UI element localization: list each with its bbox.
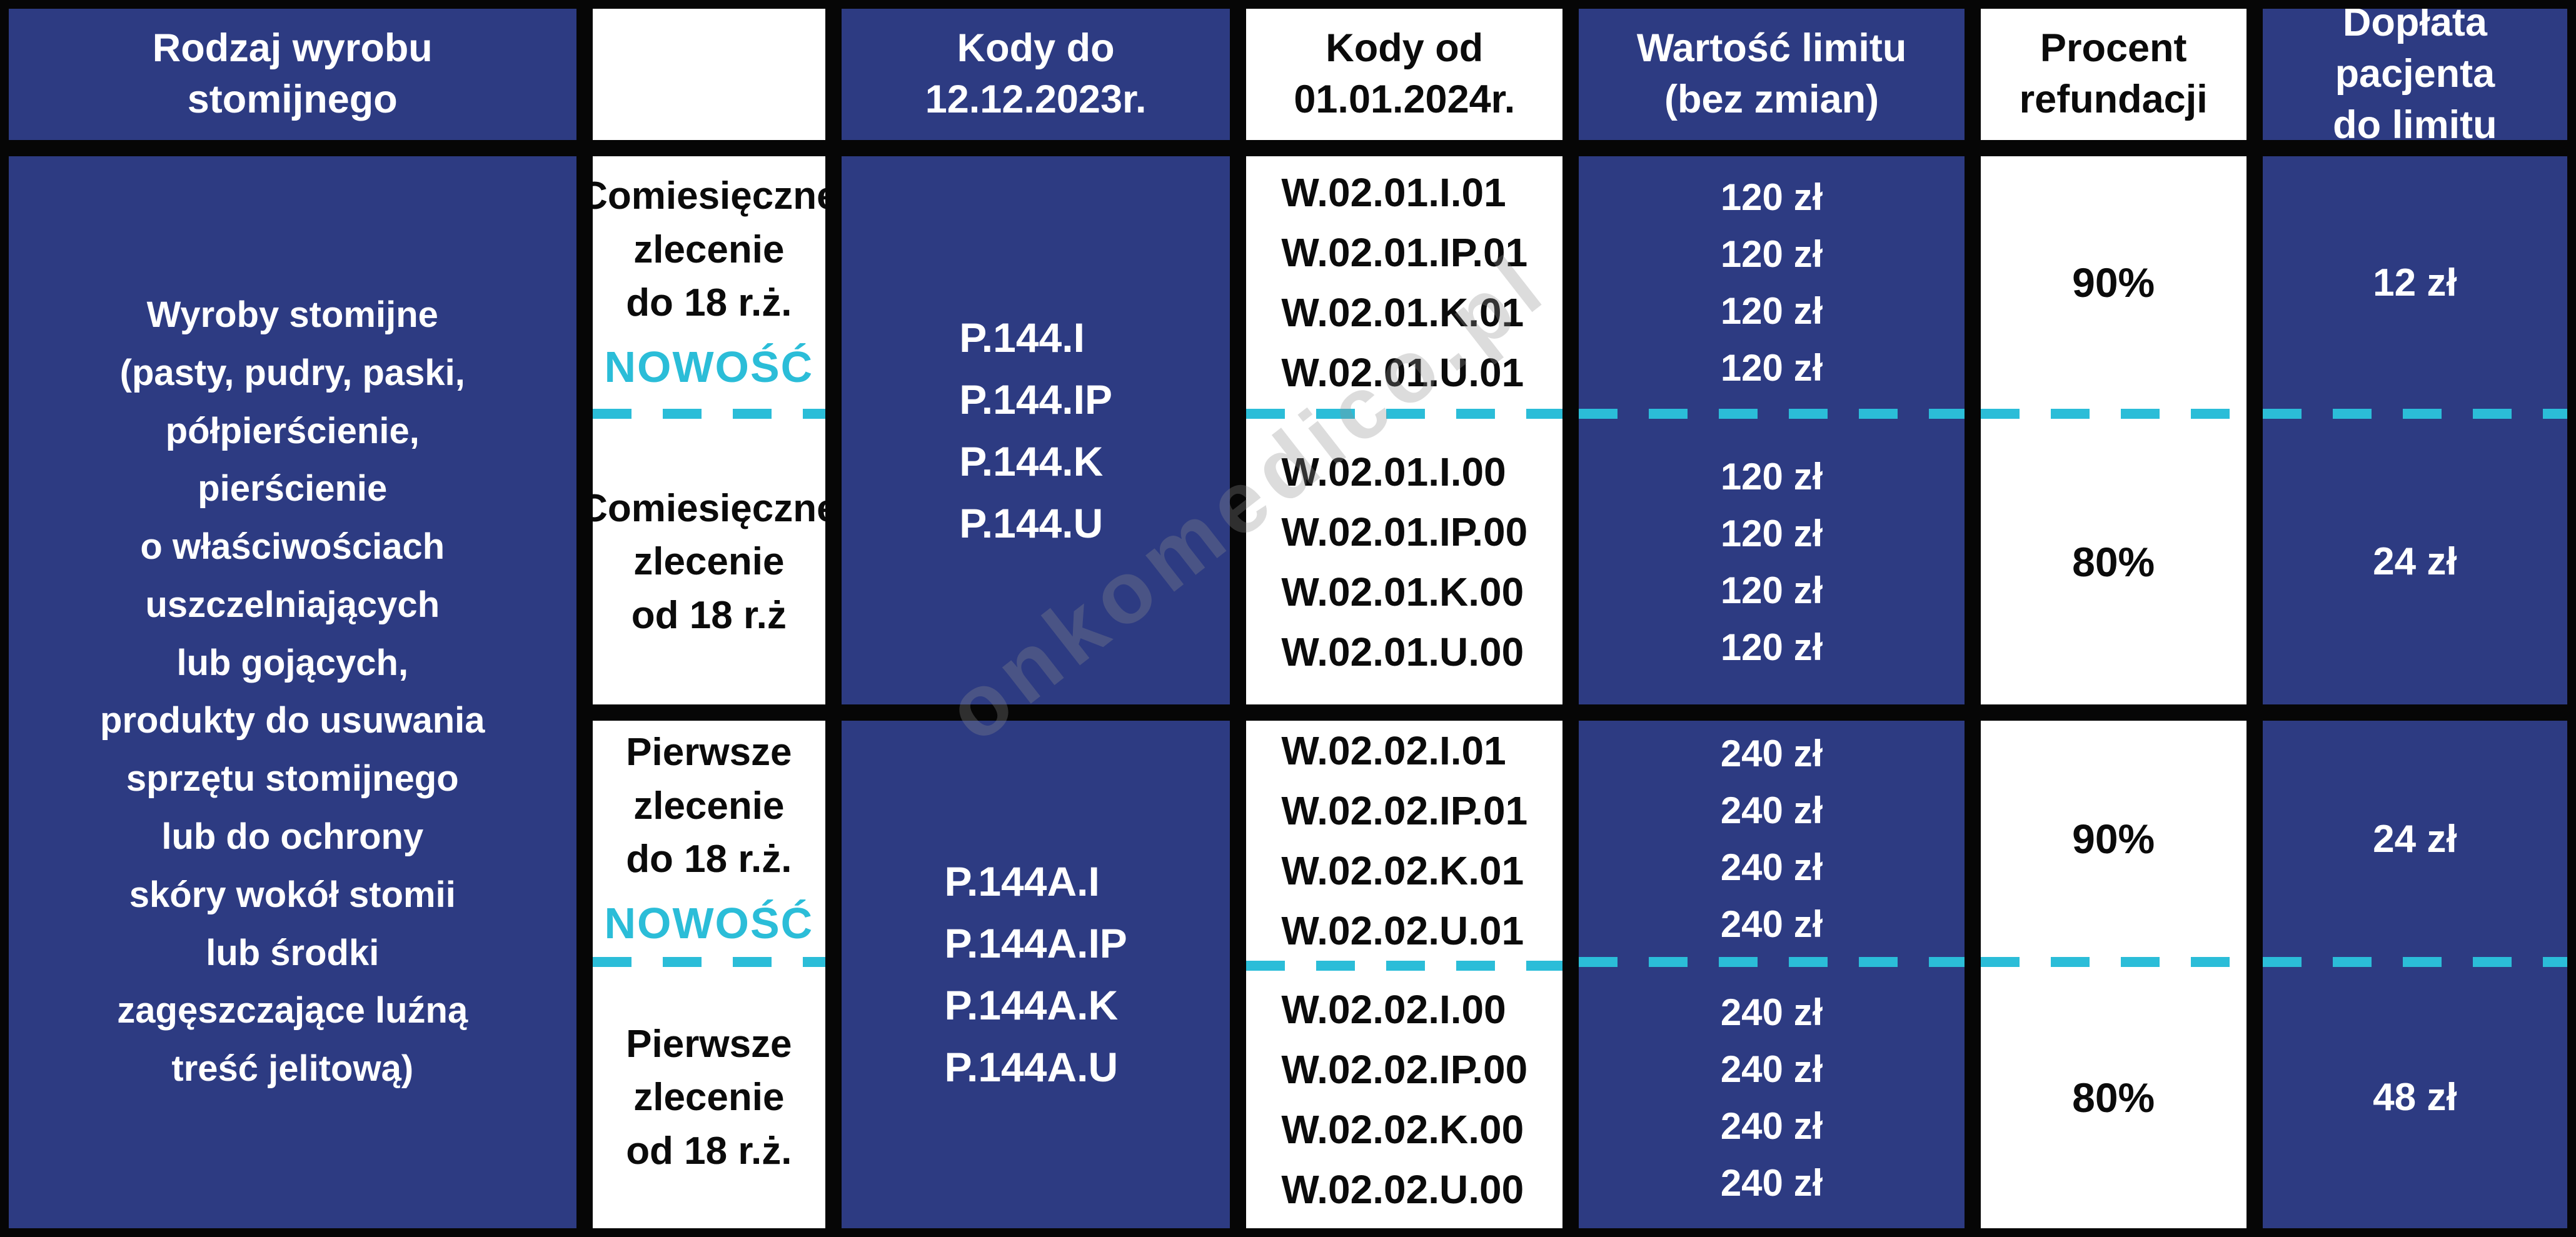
order-type-label: Pierwsze zlecenie do 18 r.ż. [626,731,792,881]
new-codes-cell: W.02.01.I.01 W.02.01.IP.01 W.02.01.K.01 … [1246,156,1563,705]
header-product-type: Rodzaj wyrobu stomijnego [9,9,576,140]
limit-values: 240 zł 240 zł 240 zł 240 zł [1720,991,1823,1204]
old-codes: P.144.I P.144.IP P.144.K P.144.U [959,314,1112,546]
header-codes-until: Kody do 12.12.2023r. [842,9,1230,140]
copay-cell: 24 zł 48 zł [2262,721,2567,1228]
new-codes: W.02.02.I.00 W.02.02.IP.00 W.02.02.K.00 … [1281,987,1528,1213]
dashed-divider [2262,409,2567,419]
header-codes-from: Kody od 01.01.2024r. [1246,9,1563,140]
dashed-divider [592,956,826,967]
old-codes-cell: P.144.I P.144.IP P.144.K P.144.U [842,156,1230,705]
header-refund-percent: Procent refundacji [1980,9,2246,140]
refund-percent-cell: 90% 80% [1980,721,2246,1228]
new-codes: W.02.02.I.01 W.02.02.IP.01 W.02.02.K.01 … [1281,728,1528,954]
new-codes: W.02.01.I.01 W.02.01.IP.01 W.02.01.K.01 … [1281,170,1528,396]
order-type-label: Pierwsze zlecenie od 18 r.ż. [626,1022,792,1173]
copay-cell: 12 zł 24 zł [2262,156,2567,705]
new-codes: W.02.01.I.00 W.02.01.IP.00 W.02.01.K.00 … [1281,449,1528,674]
dashed-divider [1579,956,1965,967]
order-type-cell: Pierwsze zlecenie do 18 r.ż. NOWOŚĆ Pier… [592,721,826,1228]
dashed-divider [1579,409,1965,419]
header-order-type [592,9,826,140]
limit-values: 240 zł 240 zł 240 zł 240 zł [1720,732,1823,946]
header-patient-copay: Dopłata pacjenta do limitu [2262,9,2567,140]
order-type-label: Comiesięczne zlecenie do 18 r.ż. [592,174,826,325]
refund-percent-value: 90% [2072,259,2155,306]
dashed-divider [1246,409,1563,419]
limit-cell: 240 zł 240 zł 240 zł 240 zł 240 zł 240 z… [1579,721,1965,1228]
dashed-divider [1980,409,2246,419]
refund-percent-cell: 90% 80% [1980,156,2246,705]
dashed-divider [1246,961,1563,971]
dashed-divider [592,409,826,419]
refund-percent-value: 80% [2072,1074,2155,1121]
copay-value: 24 zł [2373,817,2457,861]
limit-values: 120 zł 120 zł 120 zł 120 zł [1720,176,1823,389]
nowosc-badge: NOWOŚĆ [604,898,814,948]
order-type-cell: Comiesięczne zlecenie do 18 r.ż. NOWOŚĆ … [592,156,826,705]
old-codes: P.144A.I P.144A.IP P.144A.K P.144A.U [944,858,1127,1091]
header-limit-value: Wartość limitu (bez zmian) [1579,9,1965,140]
dashed-divider [2262,956,2567,967]
order-type-label: Comiesięczne zlecenie od 18 r.ż [592,486,826,637]
refund-percent-value: 90% [2072,816,2155,863]
old-codes-cell: P.144A.I P.144A.IP P.144A.K P.144A.U [842,721,1230,1228]
nowosc-badge: NOWOŚĆ [604,343,814,392]
copay-value: 12 zł [2373,261,2457,304]
limit-cell: 120 zł 120 zł 120 zł 120 zł 120 zł 120 z… [1579,156,1965,705]
product-description: Wyroby stomijne (pasty, pudry, paski, pó… [100,294,485,1089]
copay-value: 48 zł [2373,1076,2457,1119]
refund-percent-value: 80% [2072,538,2155,585]
dashed-divider [1980,956,2246,967]
copay-value: 24 zł [2373,540,2457,584]
product-description-cell: Wyroby stomijne (pasty, pudry, paski, pó… [9,156,576,1228]
limit-values: 120 zł 120 zł 120 zł 120 zł [1720,455,1823,669]
new-codes-cell: W.02.02.I.01 W.02.02.IP.01 W.02.02.K.01 … [1246,721,1563,1228]
